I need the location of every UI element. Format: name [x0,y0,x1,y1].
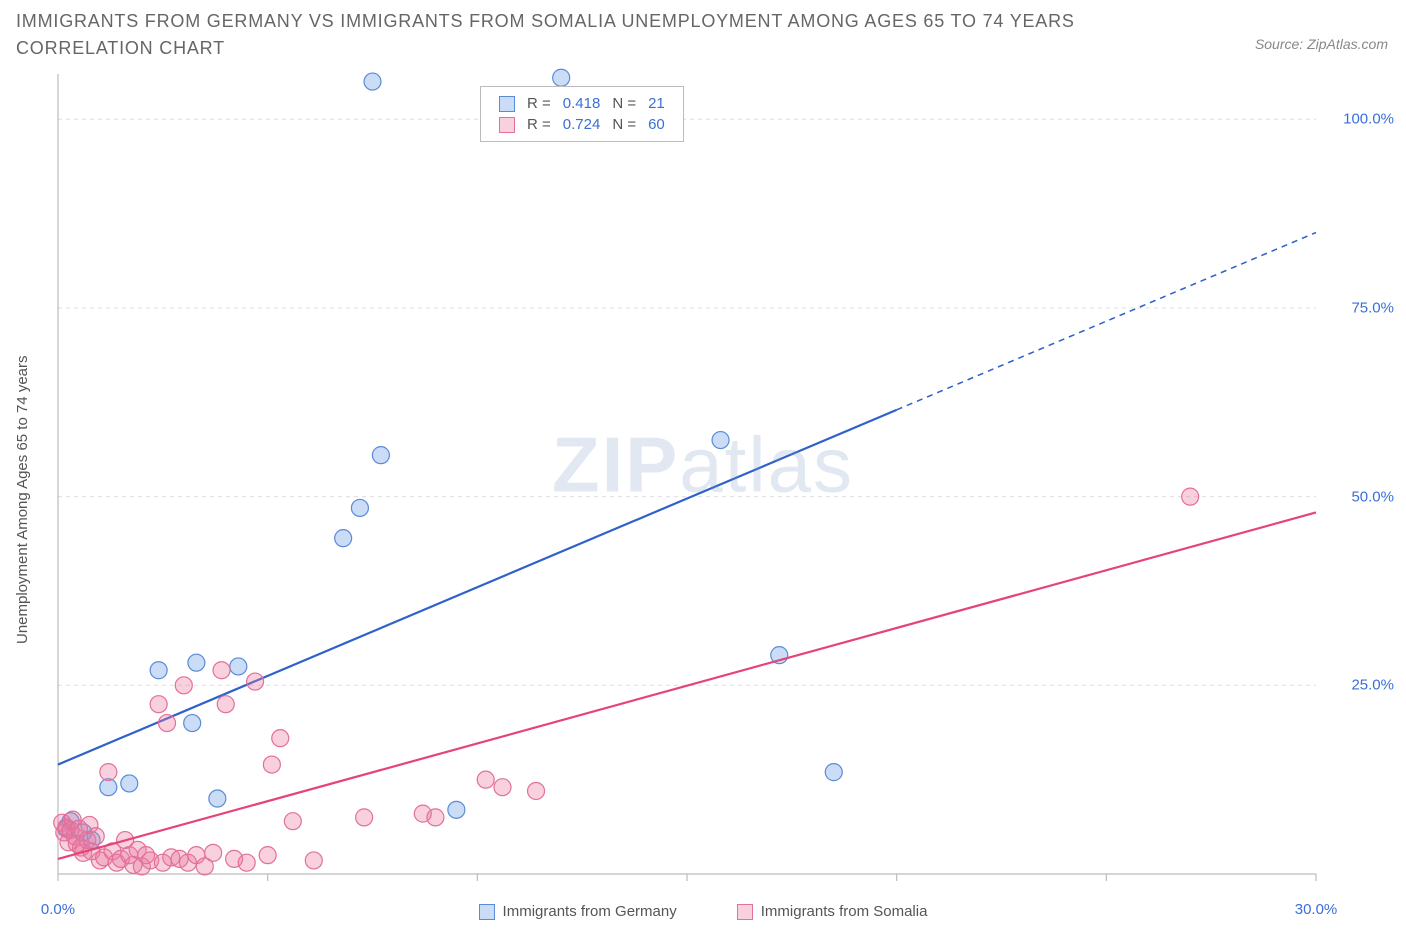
legend-row-somalia: R = 0.724 N = 60 [493,114,671,135]
swatch-somalia-bottom [737,904,753,920]
r-label-2: R = [521,114,557,135]
legend-label-germany: Immigrants from Germany [503,903,677,920]
x-tick-label: 30.0% [1295,901,1338,918]
y2-tick-label: 100.0% [1343,111,1394,128]
legend-bottom: Immigrants from Germany Immigrants from … [0,903,1406,920]
legend-label-somalia: Immigrants from Somalia [761,903,928,920]
chart-container: IMMIGRANTS FROM GERMANY VS IMMIGRANTS FR… [0,0,1406,930]
legend-item-somalia: Immigrants from Somalia [737,903,928,920]
n-label-2: N = [606,114,642,135]
r-value-somalia: 0.724 [557,114,607,135]
correlation-legend: R = 0.418 N = 21 R = 0.724 N = 60 [480,86,684,142]
y2-tick-label: 25.0% [1351,677,1394,694]
swatch-germany [499,96,515,112]
n-value-somalia: 60 [642,114,671,135]
legend-item-germany: Immigrants from Germany [479,903,677,920]
legend-row-germany: R = 0.418 N = 21 [493,93,671,114]
y2-tick-label: 75.0% [1351,299,1394,316]
plot-svg [0,0,1406,930]
swatch-germany-bottom [479,904,495,920]
r-label: R = [521,93,557,114]
y2-tick-label: 50.0% [1351,488,1394,505]
n-label: N = [606,93,642,114]
x-tick-label: 0.0% [41,901,75,918]
swatch-somalia [499,117,515,133]
r-value-germany: 0.418 [557,93,607,114]
n-value-germany: 21 [642,93,671,114]
